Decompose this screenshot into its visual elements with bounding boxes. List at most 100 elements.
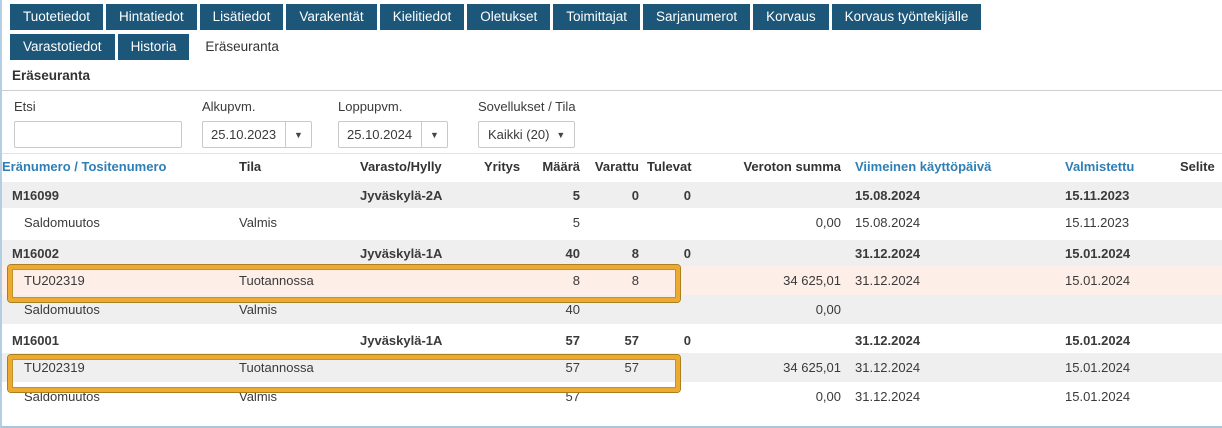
cell xyxy=(239,237,360,266)
cell: 0,00 xyxy=(715,208,847,237)
cell xyxy=(1180,208,1222,237)
cell xyxy=(239,324,360,353)
cell: 8 xyxy=(532,266,584,295)
search-filter-group: Etsi xyxy=(14,99,182,148)
cell: Valmis xyxy=(239,295,360,324)
tab-eraseuranta[interactable]: Eräseuranta xyxy=(192,34,292,60)
status-filter-label: Sovellukset / Tila xyxy=(478,99,576,114)
cell: 5 xyxy=(532,208,584,237)
col-header-valmistettu[interactable]: Valmistettu xyxy=(1065,153,1180,179)
tab-toimittajat[interactable]: Toimittajat xyxy=(553,4,641,30)
end-date-filter-group: Loppupvm. 25.10.2024 ▼ xyxy=(338,99,448,148)
cell: 31.12.2024 xyxy=(847,266,1065,295)
cell: 40 xyxy=(532,295,584,324)
col-header-eranumero[interactable]: Eränumero / Tositenumero xyxy=(2,153,239,179)
cell: Saldomuutos xyxy=(2,295,239,324)
tab-lisatiedot[interactable]: Lisätiedot xyxy=(199,4,284,30)
cell xyxy=(484,237,532,266)
table-row-saldomuutos[interactable]: Saldomuutos Valmis 5 0,00 15.08.2024 15.… xyxy=(2,208,1222,237)
batch-table-wrap: Eränumero / Tositenumero Tila Varasto/Hy… xyxy=(2,153,1222,411)
cell xyxy=(647,295,715,324)
cell xyxy=(484,324,532,353)
cell xyxy=(484,266,532,295)
cell: 31.12.2024 xyxy=(847,237,1065,266)
cell: TU202319 xyxy=(2,353,239,382)
tab-oletukset[interactable]: Oletukset xyxy=(467,4,551,30)
tab-kielitiedot[interactable]: Kielitiedot xyxy=(379,4,465,30)
cell: Tuotannossa xyxy=(239,353,360,382)
tab-korvaus[interactable]: Korvaus xyxy=(753,4,829,30)
end-date-value: 25.10.2024 xyxy=(347,127,413,142)
cell: M16002 xyxy=(2,237,239,266)
cell: Valmis xyxy=(239,208,360,237)
tab-hintatiedot[interactable]: Hintatiedot xyxy=(106,4,197,30)
page-title: Eräseuranta xyxy=(12,68,91,83)
cell: 0,00 xyxy=(715,295,847,324)
cell: 31.12.2024 xyxy=(847,353,1065,382)
start-date-filter-group: Alkupvm. 25.10.2023 ▼ xyxy=(202,99,312,148)
start-date-dropdown-button[interactable]: ▼ xyxy=(285,122,311,147)
cell xyxy=(484,208,532,237)
tab-varastotiedot[interactable]: Varastotiedot xyxy=(10,34,115,60)
table-row-batch-m16099[interactable]: M16099 Jyväskylä-2A 5 0 0 15.08.2024 15.… xyxy=(2,179,1222,208)
cell xyxy=(647,382,715,411)
cell xyxy=(584,295,647,324)
cell: Jyväskylä-1A xyxy=(360,324,484,353)
cell xyxy=(715,179,847,208)
col-header-yritys: Yritys xyxy=(484,153,532,179)
section-header: Eräseuranta xyxy=(2,62,1222,91)
cell: 57 xyxy=(532,353,584,382)
table-row-tu202319-highlighted[interactable]: TU202319 Tuotannossa 8 8 34 625,01 31.12… xyxy=(2,266,1222,295)
cell: 15.01.2024 xyxy=(1065,237,1180,266)
cell xyxy=(1180,295,1222,324)
end-date-label: Loppupvm. xyxy=(338,99,403,114)
cell: 57 xyxy=(532,382,584,411)
cell xyxy=(647,208,715,237)
cell: 15.08.2024 xyxy=(847,179,1065,208)
table-header-row: Eränumero / Tositenumero Tila Varasto/Hy… xyxy=(2,153,1222,179)
tab-sarjanumerot[interactable]: Sarjanumerot xyxy=(643,4,751,30)
cell xyxy=(715,237,847,266)
table-row-batch-m16002[interactable]: M16002 Jyväskylä-1A 40 8 0 31.12.2024 15… xyxy=(2,237,1222,266)
table-row-tu202319-highlighted[interactable]: TU202319 Tuotannossa 57 57 34 625,01 31.… xyxy=(2,353,1222,382)
col-header-varasto-hylly: Varasto/Hylly xyxy=(360,153,484,179)
cell: 0 xyxy=(647,237,715,266)
tab-korvaus-tyontekijalle[interactable]: Korvaus työntekijälle xyxy=(831,4,982,30)
end-date-picker[interactable]: 25.10.2024 ▼ xyxy=(338,121,448,148)
cell: 0 xyxy=(647,179,715,208)
start-date-picker[interactable]: 25.10.2023 ▼ xyxy=(202,121,312,148)
status-select[interactable]: Kaikki (20) ▼ xyxy=(478,121,576,148)
table-row-batch-m16001[interactable]: M16001 Jyväskylä-1A 57 57 0 31.12.2024 1… xyxy=(2,324,1222,353)
col-header-varattu: Varattu xyxy=(584,153,647,179)
table-row-saldomuutos[interactable]: Saldomuutos Valmis 57 0,00 31.12.2024 15… xyxy=(2,382,1222,411)
cell: Jyväskylä-2A xyxy=(360,179,484,208)
cell xyxy=(1180,237,1222,266)
search-input[interactable] xyxy=(14,121,182,148)
cell: 15.11.2023 xyxy=(1065,208,1180,237)
end-date-dropdown-button[interactable]: ▼ xyxy=(421,122,447,147)
col-header-viimeinen-kayttopaiva[interactable]: Viimeinen käyttöpäivä xyxy=(847,153,1065,179)
cell xyxy=(647,266,715,295)
cell xyxy=(484,382,532,411)
cell: 0 xyxy=(584,179,647,208)
tab-bar-row-2: Varastotiedot Historia Eräseuranta xyxy=(2,34,1222,60)
tab-tuotetiedot[interactable]: Tuotetiedot xyxy=(10,4,104,30)
tab-varakentat[interactable]: Varakentät xyxy=(286,4,377,30)
search-label: Etsi xyxy=(14,99,36,114)
col-header-tulevat: Tulevat xyxy=(647,153,715,179)
cell: Saldomuutos xyxy=(2,208,239,237)
cell: 40 xyxy=(532,237,584,266)
table-row-saldomuutos[interactable]: Saldomuutos Valmis 40 0,00 xyxy=(2,295,1222,324)
cell xyxy=(1180,266,1222,295)
cell: 57 xyxy=(584,324,647,353)
cell: 8 xyxy=(584,237,647,266)
tab-historia[interactable]: Historia xyxy=(117,34,190,60)
start-date-value: 25.10.2023 xyxy=(211,127,277,142)
cell: 57 xyxy=(584,353,647,382)
chevron-down-icon: ▼ xyxy=(430,129,439,140)
cell xyxy=(484,295,532,324)
cell: 31.12.2024 xyxy=(847,324,1065,353)
cell: 0,00 xyxy=(715,382,847,411)
cell xyxy=(715,324,847,353)
